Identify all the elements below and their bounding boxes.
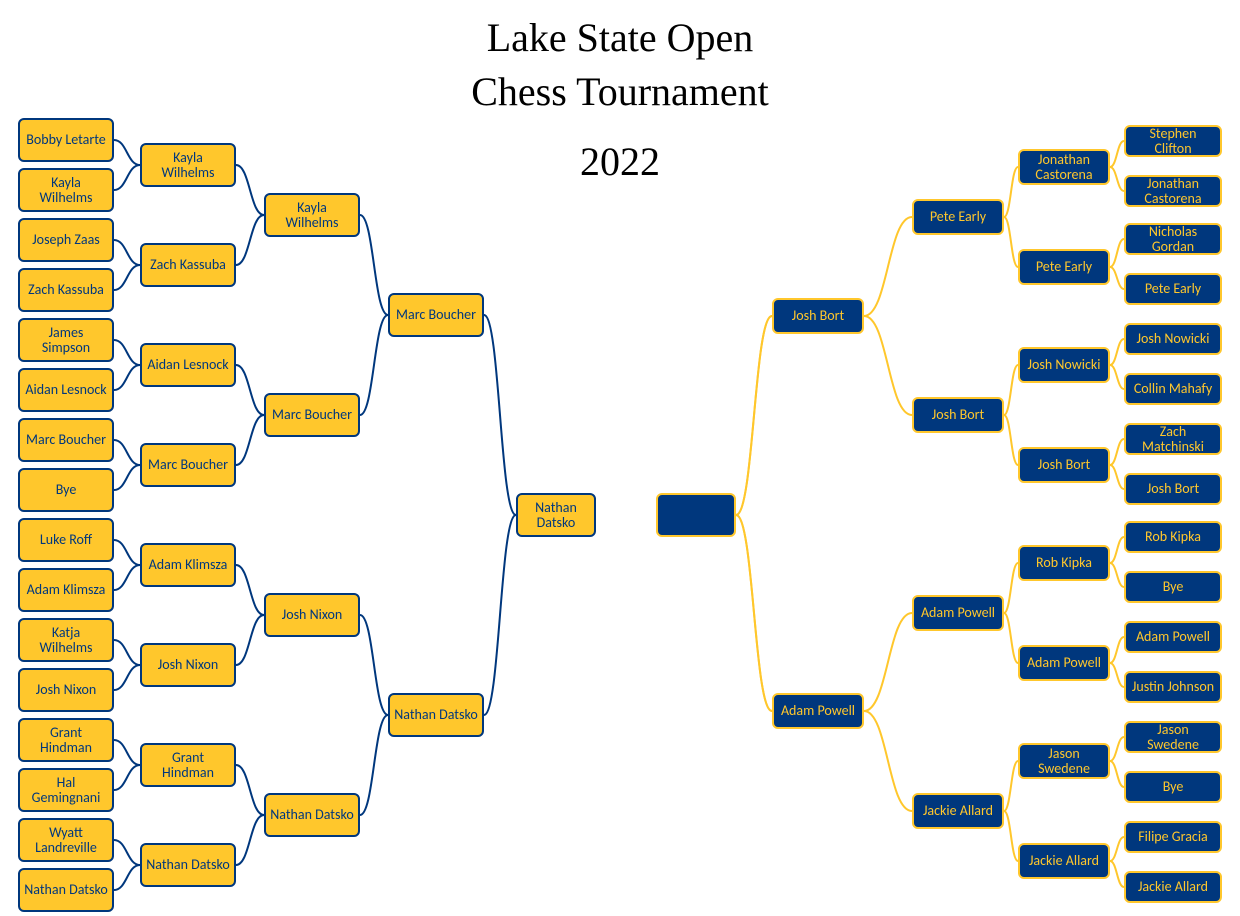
bracket-node: Justin Johnson bbox=[1124, 671, 1222, 703]
bracket-node: Wyatt Landreville bbox=[18, 818, 114, 862]
bracket-node: Collin Mahafy bbox=[1124, 373, 1222, 405]
bracket-node: Adam Powell bbox=[1124, 621, 1222, 653]
bracket-node: Kayla Wilhelms bbox=[264, 193, 360, 237]
bracket-node: Josh Nixon bbox=[18, 668, 114, 712]
bracket-node: Stephen Clifton bbox=[1124, 125, 1222, 157]
bracket-node: Nathan Datsko bbox=[388, 693, 484, 737]
bracket-node: Marc Boucher bbox=[18, 418, 114, 462]
bracket-node: Pete Early bbox=[912, 199, 1004, 235]
bracket-node: Rob Kipka bbox=[1124, 521, 1222, 553]
bracket-node: Zach Kassuba bbox=[140, 243, 236, 287]
bracket-node: Pete Early bbox=[1018, 249, 1110, 285]
bracket-node: Jason Swedene bbox=[1018, 743, 1110, 779]
bracket-node: Adam Powell bbox=[912, 595, 1004, 631]
bracket-node: Adam Klimsza bbox=[18, 568, 114, 612]
bracket-node: Josh Nowicki bbox=[1124, 323, 1222, 355]
bracket-node: Nicholas Gordan bbox=[1124, 223, 1222, 255]
bracket-node: Josh Nixon bbox=[140, 643, 236, 687]
bracket-node: Josh Nixon bbox=[264, 593, 360, 637]
bracket-node: Josh Bort bbox=[1124, 473, 1222, 505]
bracket-node: Jason Swedene bbox=[1124, 721, 1222, 753]
bracket-node: Jackie Allard bbox=[1124, 871, 1222, 903]
bracket-node: Luke Roff bbox=[18, 518, 114, 562]
bracket-node: Zach Matchinski bbox=[1124, 423, 1222, 455]
bracket-node: Josh Bort bbox=[1018, 447, 1110, 483]
title-line2: Chess Tournament bbox=[0, 68, 1240, 115]
bracket-node: Jonathan Castorena bbox=[1124, 175, 1222, 207]
bracket-node bbox=[656, 493, 736, 537]
bracket-node: Kayla Wilhelms bbox=[140, 143, 236, 187]
bracket-node: Marc Boucher bbox=[388, 293, 484, 337]
bracket-node: Bye bbox=[1124, 771, 1222, 803]
title-line1: Lake State Open bbox=[0, 14, 1240, 61]
bracket-node: Jonathan Castorena bbox=[1018, 149, 1110, 185]
bracket-node: Rob Kipka bbox=[1018, 545, 1110, 581]
bracket-node: Kayla Wilhelms bbox=[18, 168, 114, 212]
bracket-node: Adam Powell bbox=[772, 693, 864, 729]
bracket-node: Hal Gemingnani bbox=[18, 768, 114, 812]
bracket-node: Bye bbox=[1124, 571, 1222, 603]
bracket-node: Katja Wilhelms bbox=[18, 618, 114, 662]
bracket-node: Jackie Allard bbox=[1018, 843, 1110, 879]
bracket-node: Jackie Allard bbox=[912, 793, 1004, 829]
bracket-node: James Simpson bbox=[18, 318, 114, 362]
bracket-node: Bobby Letarte bbox=[18, 118, 114, 162]
bracket-node: Josh Bort bbox=[772, 298, 864, 334]
bracket-node: Aidan Lesnock bbox=[18, 368, 114, 412]
bracket-node: Nathan Datsko bbox=[516, 493, 596, 537]
bracket-node: Nathan Datsko bbox=[140, 843, 236, 887]
bracket-node: Josh Bort bbox=[912, 397, 1004, 433]
bracket-node: Zach Kassuba bbox=[18, 268, 114, 312]
bracket-node: Josh Nowicki bbox=[1018, 347, 1110, 383]
bracket-node: Marc Boucher bbox=[140, 443, 236, 487]
bracket-node: Pete Early bbox=[1124, 273, 1222, 305]
bracket-node: Adam Klimsza bbox=[140, 543, 236, 587]
bracket-node: Joseph Zaas bbox=[18, 218, 114, 262]
bracket-node: Nathan Datsko bbox=[264, 793, 360, 837]
bracket-node: Nathan Datsko bbox=[18, 868, 114, 912]
bracket-node: Marc Boucher bbox=[264, 393, 360, 437]
bracket-node: Bye bbox=[18, 468, 114, 512]
bracket-node: Grant Hindman bbox=[18, 718, 114, 762]
bracket-node: Grant Hindman bbox=[140, 743, 236, 787]
bracket-node: Adam Powell bbox=[1018, 645, 1110, 681]
bracket-node: Aidan Lesnock bbox=[140, 343, 236, 387]
bracket-node: Filipe Gracia bbox=[1124, 821, 1222, 853]
